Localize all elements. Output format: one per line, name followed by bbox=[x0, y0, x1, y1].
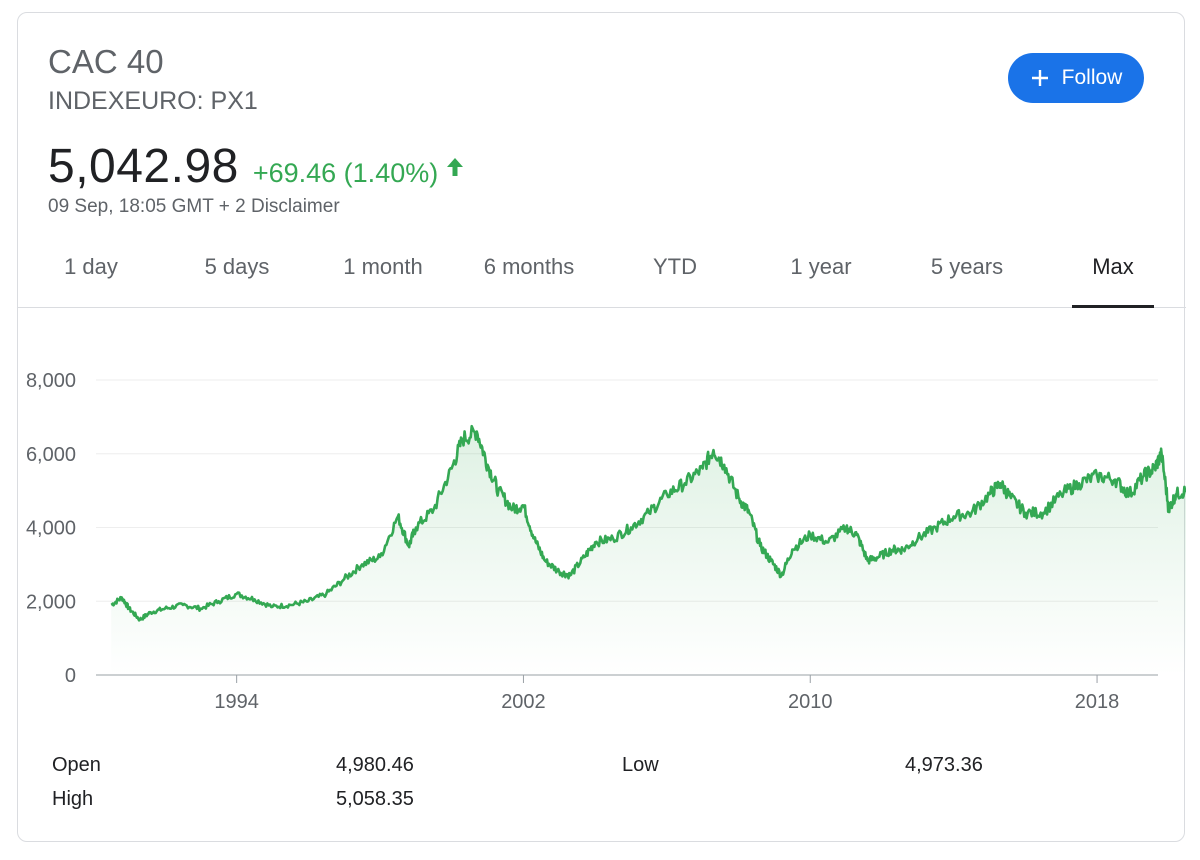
tab-1-day[interactable]: 1 day bbox=[64, 254, 118, 279]
stat-open-label: Open bbox=[52, 754, 101, 776]
follow-label: Follow bbox=[1061, 66, 1123, 89]
stat-open-value: 4,980.46 bbox=[336, 754, 414, 776]
y-tick-label: 4,000 bbox=[26, 518, 76, 540]
follow-button[interactable]: Follow bbox=[1008, 53, 1144, 103]
tab-1-month[interactable]: 1 month bbox=[343, 254, 423, 279]
tab-ytd[interactable]: YTD bbox=[653, 254, 697, 279]
x-tick-label: 2018 bbox=[1075, 691, 1120, 713]
index-title: CAC 40 bbox=[48, 43, 164, 80]
range-tabs: 1 day 5 days 1 month 6 months YTD 1 year… bbox=[18, 245, 1186, 308]
x-tick-label: 2002 bbox=[501, 691, 546, 713]
y-tick-label: 2,000 bbox=[26, 591, 76, 613]
tab-5-years[interactable]: 5 years bbox=[930, 254, 1004, 279]
index-ticker: INDEXEURO: PX1 bbox=[48, 87, 258, 115]
stat-high-label: High bbox=[52, 788, 94, 810]
timestamp-disclaimer: 09 Sep, 18:05 GMT + 2 Disclaimer bbox=[48, 196, 340, 217]
price-chart[interactable]: 0 2,000 4,000 6,000 8,000 1994 2002 2010 2018 bbox=[18, 13, 1186, 733]
y-tick-label: 8,000 bbox=[26, 370, 76, 392]
stat-low-label: Low bbox=[622, 754, 659, 776]
x-tick-label: 1994 bbox=[214, 691, 259, 713]
tab-6-months[interactable]: 6 months bbox=[483, 254, 575, 279]
price-change: +69.46 (1.40%) bbox=[252, 158, 439, 188]
y-tick-label: 6,000 bbox=[26, 444, 76, 466]
current-price: 5,042.98 bbox=[48, 140, 239, 193]
series-line[interactable] bbox=[110, 424, 1186, 622]
x-tick-label: 2010 bbox=[788, 691, 833, 713]
stat-low-value: 4,973.36 bbox=[905, 754, 983, 776]
series-area-fill bbox=[111, 426, 1186, 675]
tab-1-year[interactable]: 1 year bbox=[790, 254, 852, 279]
stock-card: CAC 40 INDEXEURO: PX1 5,042.98 +69.46 (1… bbox=[17, 12, 1186, 842]
stat-high-value: 5,058.35 bbox=[336, 788, 414, 810]
tab-max[interactable]: Max bbox=[1068, 245, 1158, 308]
plus-icon bbox=[1031, 70, 1048, 86]
arrow-up-icon bbox=[447, 157, 464, 176]
y-tick-label: 0 bbox=[65, 665, 76, 687]
tab-5-days[interactable]: 5 days bbox=[204, 254, 270, 279]
price-row: 5,042.98 +69.46 (1.40%) bbox=[48, 139, 464, 194]
